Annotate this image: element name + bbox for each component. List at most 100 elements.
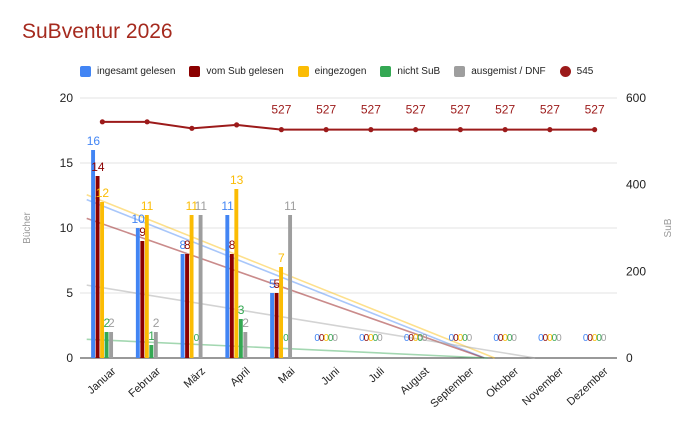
bar [153,332,158,358]
sub-point [592,127,598,133]
bar-value-label: 10 [131,212,145,226]
sub-point [189,125,195,131]
trendline [86,338,488,359]
bar-value-label: 13 [230,173,244,187]
bar-value-label: 5 [274,277,281,291]
legend-item: ausgemist / DNF [454,65,546,77]
bar-value-label: 0 [373,333,379,344]
bar-value-label: 2 [104,316,111,330]
trendline [86,284,536,359]
legend-label: ingesamt gelesen [97,65,176,77]
bar-value-label: 0 [592,333,598,344]
legend-swatch [380,65,392,77]
sub-point [99,119,105,125]
sub-point [368,127,374,133]
bar-value-label: 0 [583,333,589,344]
y-axis-title: Bücher [22,211,33,243]
x-tick-label: April [228,365,252,389]
bar [234,189,239,358]
bar-value-label: 0 [587,333,593,344]
bar-value-label: 0 [408,333,414,344]
bar-value-label: 8 [229,238,236,252]
bar [270,293,275,358]
bar-value-label: 8 [184,238,191,252]
bar-value-label: 9 [139,225,146,239]
y-tick-label: 0 [66,351,73,365]
y-tick-label: 5 [66,286,73,300]
sub-point [502,127,508,133]
bar-value-label: 0 [319,333,325,344]
y2-tick-label: 0 [626,351,633,365]
bar [185,254,190,358]
bar-value-label: 0 [413,333,419,344]
bar-value-label: 12 [96,186,110,200]
bar-value-label: 0 [194,333,200,344]
bar-value-label: 2 [108,316,115,330]
bar-value-label: 0 [359,333,365,344]
legend-item: vom Sub gelesen [189,65,284,77]
y2-tick-label: 400 [626,178,646,192]
sub-point-label: 527 [271,103,291,117]
sub-point-label: 527 [361,103,381,117]
bar-value-label: 11 [195,199,208,213]
sub-point [144,119,150,125]
sub-point [234,122,240,128]
bar-value-label: 0 [328,333,334,344]
sub-point-label: 527 [450,103,470,117]
sub-point-label: 527 [540,103,560,117]
bar-value-label: 0 [458,333,464,344]
bar [279,267,284,358]
bar-value-label: 0 [502,333,508,344]
bar [243,332,248,358]
x-tick-label: August [398,365,431,397]
sub-point-label: 527 [316,103,336,117]
bar [109,332,114,358]
bar [189,215,194,358]
bar-value-label: 16 [87,134,101,148]
bar-value-label: 3 [238,303,245,317]
x-tick-label: März [182,365,208,390]
trendline [86,217,485,359]
bar [104,332,109,358]
x-tick-label: Juni [319,365,342,387]
bar-value-label: 0 [556,333,562,344]
bar [95,176,100,358]
x-tick-label: Mai [276,365,297,386]
sub-point-label: 527 [495,103,515,117]
legend-item: nicht SuB [380,65,440,77]
bar-value-label: 1 [148,329,155,343]
bar-value-label: 0 [364,333,370,344]
bar-value-label: 0 [467,333,473,344]
bar [91,150,96,358]
bar-value-label: 0 [314,333,320,344]
bar [198,215,203,358]
sub-point-label: 527 [406,103,426,117]
bar-value-label: 0 [323,333,329,344]
bar-value-label: 0 [552,333,558,344]
sub-point [278,127,284,133]
sub-point-label: 527 [585,103,605,117]
bar [274,293,279,358]
bar [180,254,185,358]
sub-point [457,127,463,133]
legend-label: ausgemist / DNF [471,65,546,77]
bar [100,202,105,358]
bar-value-label: 0 [449,333,455,344]
x-tick-label: Januar [85,365,118,397]
bar-value-label: 0 [493,333,499,344]
legend-swatch [80,65,91,77]
legend-swatch [559,65,571,77]
bar-value-label: 14 [91,160,105,174]
sub-line [102,120,595,131]
legend-item: eingezogen [297,65,366,77]
bar-value-label: 0 [507,333,513,344]
bar-value-label: 0 [283,333,289,344]
bar-value-label: 0 [462,333,468,344]
bar-value-label: 0 [332,333,338,344]
bar-value-label: 7 [278,251,285,265]
x-tick-label: Dezember [565,365,611,408]
bar [238,319,243,358]
bar-value-label: 2 [242,316,249,330]
bar-value-label: 0 [498,333,504,344]
x-tick-label: Februar [126,365,163,400]
